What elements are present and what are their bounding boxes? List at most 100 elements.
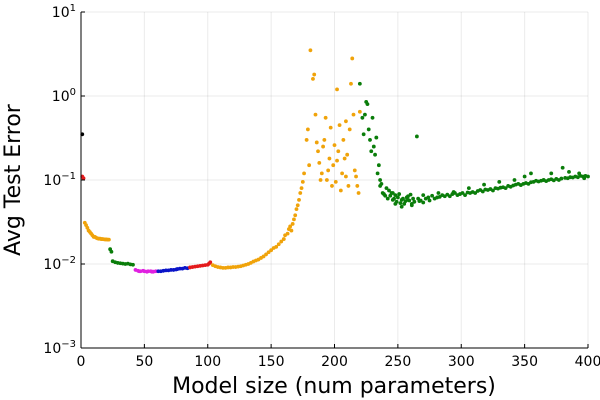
data-point [549, 171, 554, 176]
data-point [395, 195, 400, 200]
grid [80, 11, 589, 349]
data-point [342, 156, 347, 161]
data-point [356, 191, 361, 195]
data-point [399, 204, 404, 209]
data-point [337, 123, 342, 128]
x-tick-label: 0 [77, 354, 86, 370]
x-tick-label: 200 [321, 354, 348, 370]
data-point [344, 119, 348, 124]
data-point [321, 144, 325, 149]
data-point [383, 193, 388, 198]
data-point [332, 143, 337, 148]
data-point [398, 201, 403, 206]
data-point [482, 182, 486, 187]
data-point [319, 171, 324, 176]
data-point [300, 179, 305, 184]
data-point [304, 138, 309, 142]
data-point [274, 244, 279, 249]
y-tick-label: 10−2 [43, 255, 76, 273]
data-point [414, 134, 419, 139]
data-point [365, 102, 370, 107]
data-point [338, 188, 343, 193]
data-point [491, 188, 495, 193]
data-point [460, 191, 465, 195]
data-point [331, 163, 336, 168]
data-point [401, 196, 405, 201]
data-point [340, 171, 345, 176]
data-point [390, 191, 395, 195]
data-point [281, 237, 286, 241]
data-point [427, 198, 432, 203]
data-point [397, 192, 402, 196]
data-point [294, 207, 299, 212]
data-point [373, 152, 377, 157]
data-point [421, 193, 426, 198]
data-point [370, 115, 375, 120]
data-point [347, 127, 352, 132]
data-point [330, 184, 334, 188]
data-point [266, 250, 271, 255]
data-point [352, 168, 357, 173]
data-point [463, 193, 467, 198]
y-tick-label: 100 [52, 87, 76, 105]
data-point [313, 112, 318, 117]
data-point [411, 196, 415, 201]
x-tick-label: 50 [135, 354, 153, 370]
data-point [295, 203, 300, 208]
data-point [328, 125, 333, 130]
data-point [374, 135, 379, 140]
data-point [357, 109, 362, 114]
data-point [387, 188, 391, 193]
data-point [392, 196, 396, 201]
data-point [393, 201, 398, 206]
data-point [109, 249, 114, 254]
data-point [426, 195, 431, 200]
x-tick-labels: 0 50 100 150 200 250 300 350 400 [77, 354, 600, 370]
data-point [336, 149, 341, 154]
data-point [393, 193, 398, 198]
x-tick-label: 100 [194, 354, 221, 370]
x-tick-label: 150 [258, 354, 285, 370]
data-point [335, 158, 339, 163]
data-point [341, 138, 346, 142]
data-point [324, 178, 329, 182]
data-point [363, 112, 367, 117]
data-point [447, 194, 452, 199]
x-axis-label: Model size (num parameters) [172, 374, 496, 399]
data-point [317, 160, 322, 165]
data-point [106, 237, 111, 242]
data-point [314, 140, 319, 145]
y-tick-label: 10−3 [43, 339, 76, 357]
data-point [407, 198, 412, 203]
data-point [289, 228, 294, 233]
data-point [412, 199, 417, 204]
y-tick-label: 10−1 [43, 171, 76, 189]
x-tick-label: 250 [385, 354, 412, 370]
data-point [503, 186, 508, 191]
data-point [360, 115, 365, 120]
data-point [451, 190, 456, 194]
data-point [376, 163, 381, 168]
data-point [312, 72, 317, 77]
data-point [375, 171, 380, 176]
data-point [327, 156, 332, 161]
data-point [307, 163, 312, 168]
data-point [473, 191, 478, 195]
axes [80, 11, 589, 349]
data-point [559, 176, 564, 181]
data-point [285, 231, 290, 236]
data-point [560, 165, 565, 170]
y-tick-label: 101 [52, 3, 76, 21]
data-point [293, 213, 298, 218]
data-point [350, 56, 355, 61]
data-point [333, 179, 338, 184]
data-point [541, 178, 546, 182]
data-point [299, 186, 304, 191]
data-point [577, 171, 582, 176]
data-point [335, 87, 339, 92]
data-point [264, 252, 268, 257]
data-point [586, 174, 590, 179]
data-point [344, 174, 348, 179]
data-point [311, 76, 315, 81]
data-point [305, 127, 310, 132]
